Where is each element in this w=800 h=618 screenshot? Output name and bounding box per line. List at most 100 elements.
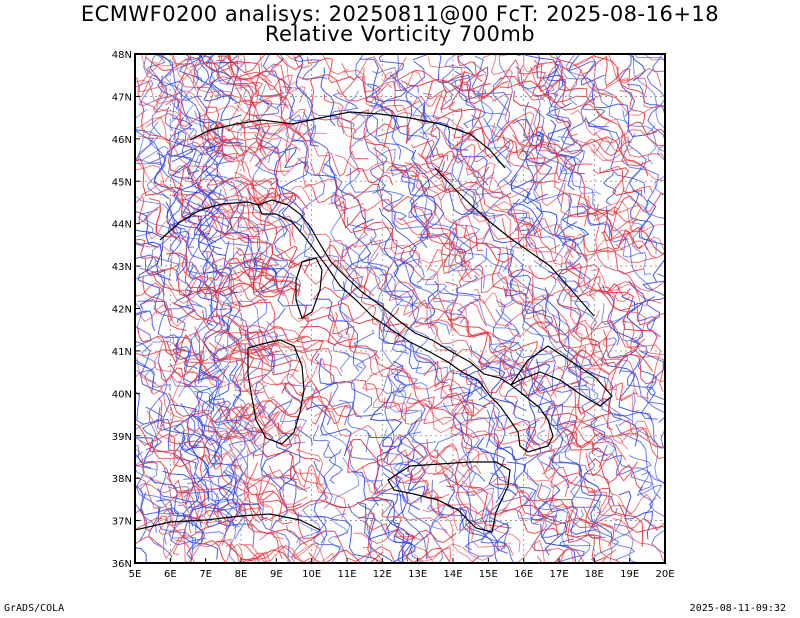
lat-tick-label: 47N [112,92,132,103]
vorticity-contour [205,54,232,86]
vorticity-contour [236,104,327,135]
vorticity-contour [450,416,473,454]
vorticity-contour [421,175,512,199]
vorticity-contour [167,358,257,397]
vorticity-contour [413,542,512,562]
vorticity-contour [219,320,275,357]
vorticity-contour [585,116,646,194]
vorticity-contour [463,117,494,216]
vorticity-contour [162,280,241,310]
vorticity-contour [168,406,214,478]
vorticity-contour [212,272,288,338]
vorticity-contour [135,340,171,427]
vorticity-contour [518,76,556,153]
coastlines [135,111,613,533]
vorticity-contour [401,532,415,563]
vorticity-contour [140,101,181,174]
vorticity-contour [358,512,388,536]
vorticity-contour [135,136,166,190]
vorticity-contour [210,194,291,247]
lon-tick-label: 8E [235,569,248,580]
vorticity-contour [443,232,513,263]
vorticity-contour [149,476,202,528]
vorticity-contour [396,369,454,409]
vorticity-contour [470,519,507,551]
vorticity-contour [274,246,365,280]
vorticity-contour [228,54,289,109]
vorticity-contour [652,54,665,73]
vorticity-contour [363,502,377,563]
vorticity-contour [330,92,359,128]
vorticity-contour [409,320,434,365]
vorticity-contour [456,54,485,77]
lon-tick-label: 17E [549,569,568,580]
vorticity-contour [223,400,280,429]
vorticity-contour [423,489,475,536]
vorticity-contour [381,108,410,144]
vorticity-contour [509,426,555,472]
vorticity-contour [591,83,657,138]
vorticity-contour [139,267,186,347]
lon-tick-label: 14E [443,569,462,580]
vorticity-contour [177,381,220,472]
vorticity-contour [367,432,410,472]
vorticity-contour [229,257,296,305]
vorticity-contour [236,281,300,294]
vorticity-contour [592,144,665,182]
vorticity-contour [254,307,286,405]
vorticity-contour [430,442,489,468]
vorticity-contour [565,235,600,300]
vorticity-contour [578,203,638,224]
lat-tick-label: 43N [112,262,132,273]
vorticity-contour [135,241,163,266]
vorticity-contour [343,69,411,141]
vorticity-contour [135,302,142,334]
vorticity-contour [278,114,317,146]
vorticity-contour [141,343,157,384]
vorticity-contour [343,351,373,413]
vorticity-contour [556,221,582,293]
vorticity-contour [220,421,300,446]
vorticity-contour [536,94,610,121]
vorticity-contour [286,524,301,563]
vorticity-contour [277,422,321,462]
vorticity-contour [302,161,364,212]
vorticity-contour [163,212,229,237]
vorticity-contour [337,107,395,175]
vorticity-contour [157,361,196,387]
vorticity-contour [494,483,559,539]
vorticity-contour [594,250,662,304]
vorticity-contour [238,543,311,563]
vorticity-contour [257,325,312,344]
vorticity-contour [180,178,232,223]
vorticity-contour [423,468,476,497]
vorticity-contour [226,385,246,476]
lon-tick-label: 9E [270,569,283,580]
vorticity-contour [178,441,235,497]
vorticity-contour [592,165,654,194]
vorticity-contour [549,384,573,468]
vorticity-contour [146,410,231,458]
vorticity-contour [615,240,665,259]
vorticity-contour [314,409,383,453]
vorticity-contour [475,213,561,251]
vorticity-contour [430,126,487,154]
vorticity-contour [569,482,615,547]
vorticity-contour [211,282,301,298]
vorticity-contour [445,281,489,371]
vorticity-contour [153,61,237,100]
vorticity-contour [594,414,663,448]
vorticity-contour [632,222,658,255]
vorticity-contour [281,86,345,135]
vorticity-contour [242,481,302,509]
lat-tick-label: 46N [112,135,132,146]
lon-tick-label: 15E [479,569,498,580]
vorticity-contour [135,228,171,281]
vorticity-contour [484,534,514,563]
vorticity-contour [208,54,238,101]
lon-tick-label: 7E [199,569,212,580]
vorticity-contour [270,54,284,76]
vorticity-contour [623,132,665,162]
vorticity-contour [456,141,491,163]
